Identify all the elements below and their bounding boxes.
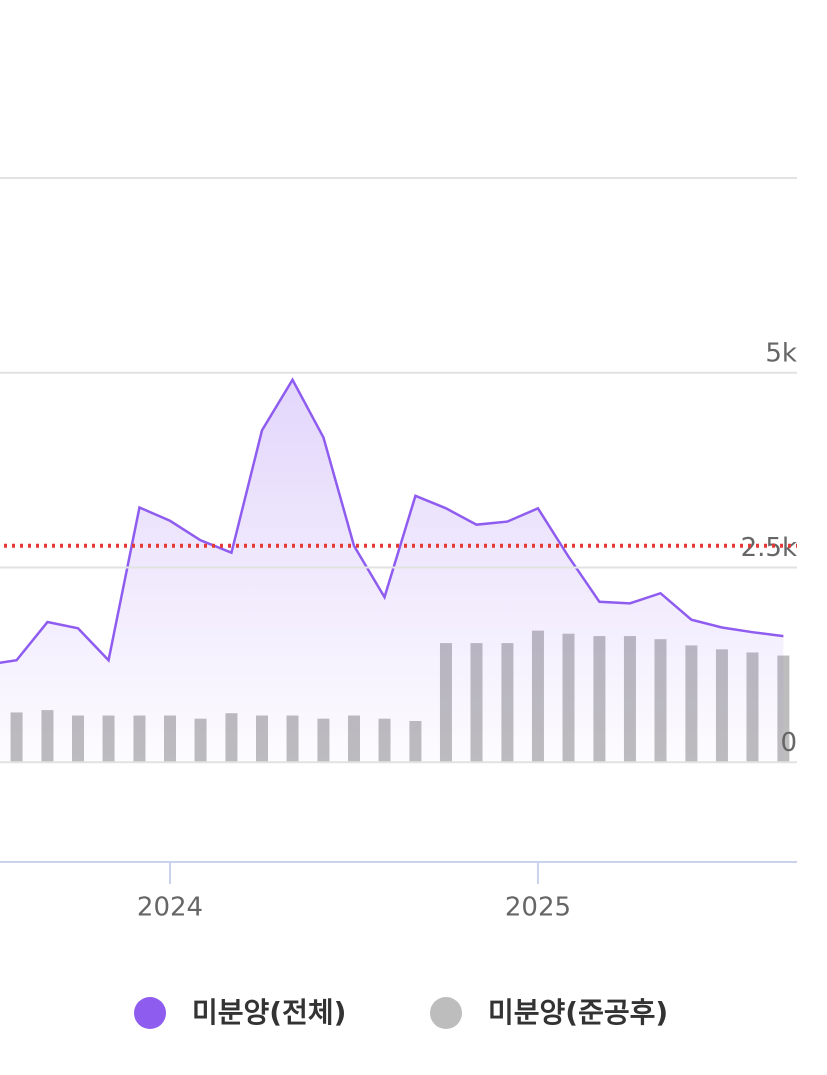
legend-label: 미분양(전체)	[192, 996, 346, 1029]
area	[0, 379, 784, 763]
y-tick-label: 5k	[765, 338, 797, 368]
y-tick-label: 2.5k	[741, 533, 797, 563]
plot-area	[0, 377, 790, 763]
legend-label: 미분양(준공후)	[488, 996, 668, 1029]
x-tick-label: 2025	[505, 893, 571, 923]
line	[0, 377, 784, 665]
x-tick-label: 2024	[137, 893, 203, 923]
y-tick-label: 0	[780, 728, 797, 758]
legend-marker	[430, 997, 462, 1029]
legend-marker	[134, 997, 166, 1029]
